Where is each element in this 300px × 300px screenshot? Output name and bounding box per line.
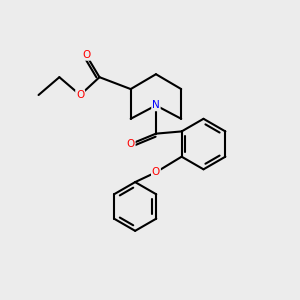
Text: O: O	[127, 139, 135, 149]
Text: O: O	[82, 50, 90, 60]
Text: N: N	[152, 100, 160, 110]
Text: O: O	[152, 167, 160, 177]
Text: O: O	[76, 90, 84, 100]
